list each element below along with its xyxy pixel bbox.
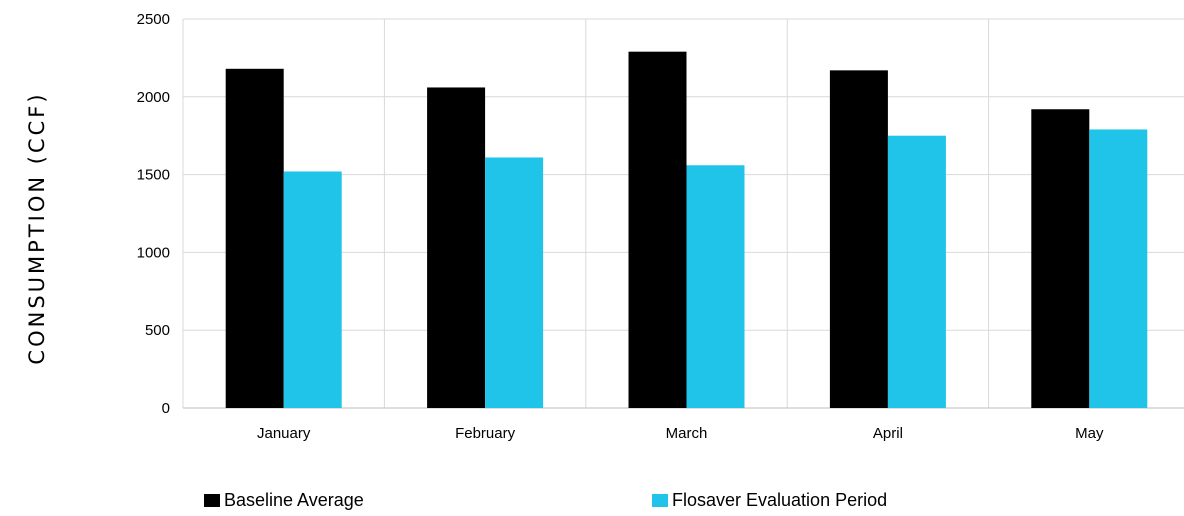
bar-baseline [829,70,888,409]
y-tick-label: 500 [145,322,170,339]
legend-item-flosaver: Flosaver Evaluation Period [652,490,887,511]
y-tick-label: 2500 [137,11,170,28]
bar-flosaver [1089,129,1148,408]
y-axis-label: CONSUMPTION (CCF) [25,91,49,364]
bar-flosaver [686,165,745,408]
bar-baseline [225,68,284,409]
x-tick-label: January [257,425,311,442]
x-tick-label: April [873,425,903,442]
bar-flosaver [485,157,544,408]
legend-label-flosaver: Flosaver Evaluation Period [672,490,888,510]
x-tick-label: March [666,425,708,442]
y-axis-ticks: 0 500 1000 1500 2000 2500 [137,11,170,417]
legend-label-baseline: Baseline Average [224,490,364,510]
y-tick-label: 2000 [137,89,170,106]
legend-swatch-flosaver [652,494,668,507]
bar-baseline [427,87,486,409]
bars [225,51,1148,409]
x-tick-label: May [1075,425,1104,442]
bar-flosaver [887,135,946,408]
bar-baseline [628,51,687,409]
y-tick-label: 1500 [137,167,170,184]
bar-baseline [1031,109,1090,409]
x-tick-label: February [455,425,516,442]
legend-swatch-baseline [204,494,220,507]
y-tick-label: 0 [162,400,170,417]
y-tick-label: 1000 [137,244,170,261]
x-axis-ticks: January February March April May [257,425,1104,442]
bar-flosaver [283,171,342,408]
legend-item-baseline: Baseline Average [204,490,364,511]
